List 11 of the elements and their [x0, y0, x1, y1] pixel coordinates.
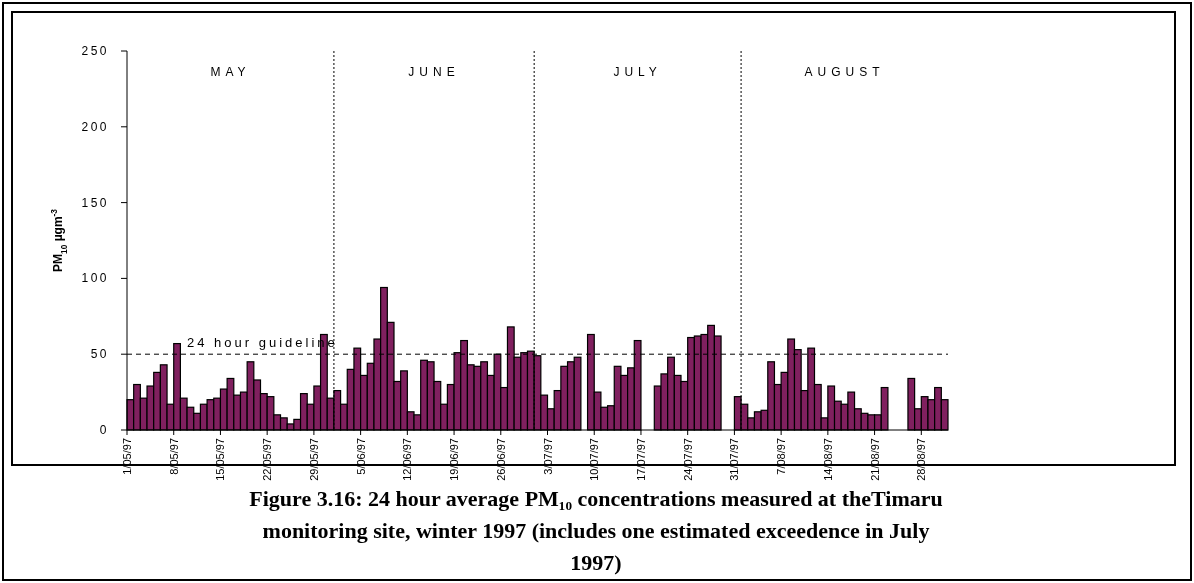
y-tick-label: 150: [81, 195, 109, 210]
annotation: MAY: [210, 65, 251, 79]
y-tick-label: 200: [81, 119, 109, 134]
y-tick-label: 250: [81, 44, 109, 58]
y-tick-label: 100: [81, 271, 109, 286]
annotation: AUGUST: [804, 65, 885, 79]
y-tick-label: 0: [99, 423, 109, 437]
text: Figure 3.16: 24 hour average PM₁₀ concentrations measured at theTimaru monitoring site, winter 1997 (includes one estimated exceedence in July 1997): [249, 486, 943, 575]
y-tick-label: 50: [90, 347, 109, 362]
annotation: JULY: [613, 65, 662, 79]
annotation: JUNE: [408, 65, 460, 79]
